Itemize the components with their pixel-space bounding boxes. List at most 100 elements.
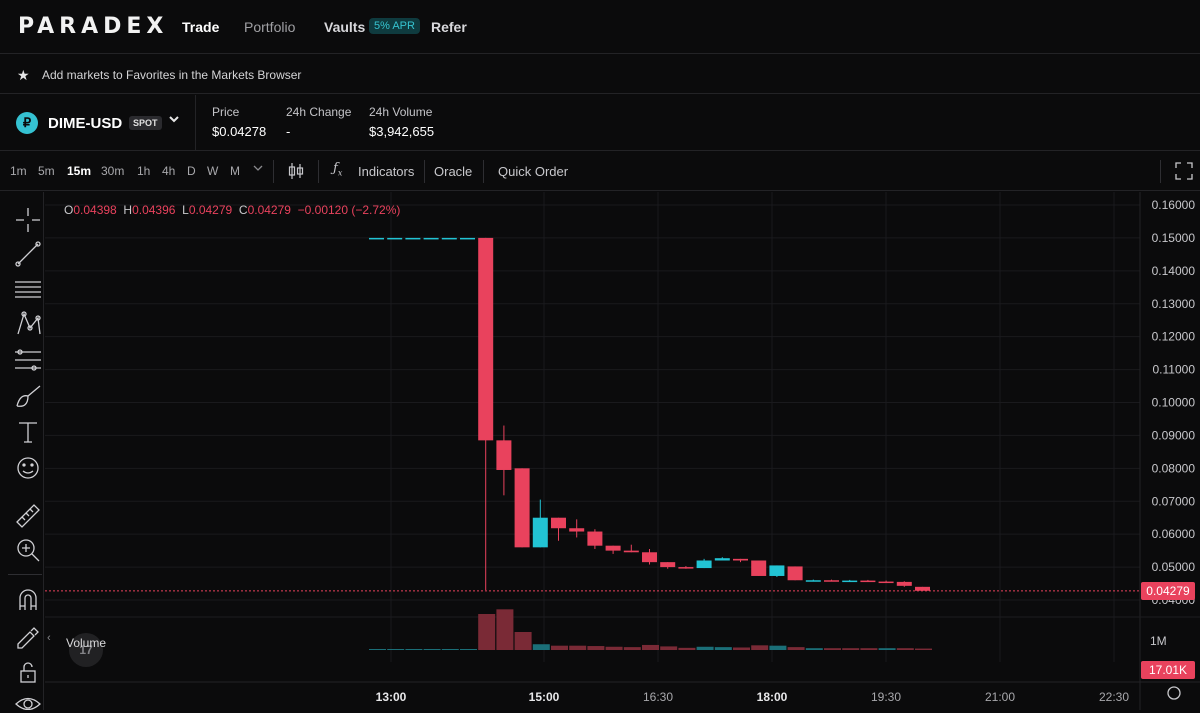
eye-icon[interactable] <box>14 690 42 710</box>
market-header: ₽ DIME-USD SPOT Price $0.04278 24h Chang… <box>0 95 1200 151</box>
price-tick-label: 0.07000 <box>1152 494 1196 508</box>
chart-canvas[interactable]: 0.16000 0.15000 0.14000 0.13000 0.12000 0.110… <box>45 192 1200 710</box>
volume-scale-label: 1M <box>1150 634 1167 648</box>
volume-bar <box>423 649 441 650</box>
time-tick-label: 13:00 <box>376 690 407 704</box>
text-icon[interactable] <box>14 418 42 446</box>
price-label: Price <box>212 105 240 119</box>
paradex-logo[interactable]: PARADEX <box>18 14 169 39</box>
market-type-badge: SPOT <box>129 116 162 130</box>
fx-indicators-icon[interactable]: ƒx <box>333 161 343 178</box>
volume-bar <box>842 648 860 650</box>
collapse-toolbar-icon[interactable]: ‹ <box>47 632 51 644</box>
timeframe-1h[interactable]: 1h <box>137 164 151 178</box>
pattern-icon[interactable] <box>14 310 42 338</box>
price-tick-label: 0.09000 <box>1152 428 1196 442</box>
volume-bar <box>387 649 405 650</box>
candle-body <box>423 237 439 240</box>
price-chart[interactable]: 0.16000 0.15000 0.14000 0.13000 0.12000 0.110… <box>45 192 1200 710</box>
quick-order-button[interactable]: Quick Order <box>498 164 569 179</box>
volume-bar <box>878 648 896 650</box>
chart-settings-icon[interactable] <box>1167 686 1181 700</box>
candlestick-type-icon[interactable] <box>287 161 305 184</box>
divider <box>424 160 425 183</box>
volume-bar <box>733 647 750 650</box>
time-tick-label: 16:30 <box>643 690 673 704</box>
volume-bar <box>824 648 841 650</box>
candle-body <box>878 581 894 584</box>
volume-bar <box>623 647 641 650</box>
volume-bar <box>805 648 823 650</box>
close-value: 0.04279 <box>247 203 291 217</box>
divider <box>195 95 196 151</box>
close-label: C <box>238 203 248 217</box>
candle-body <box>623 550 639 553</box>
candle-body <box>551 517 566 529</box>
chevron-down-icon[interactable] <box>168 113 180 128</box>
timeframe-w[interactable]: W <box>207 164 219 178</box>
candle-body <box>460 237 475 240</box>
price-tick-label: 0.16000 <box>1152 198 1196 212</box>
fullscreen-icon[interactable] <box>1175 162 1193 183</box>
time-tick-label: 22:30 <box>1099 690 1129 704</box>
emoji-icon[interactable] <box>14 454 42 482</box>
timeframe-dropdown-icon[interactable] <box>253 162 263 176</box>
timeframe-d[interactable]: D <box>187 164 196 178</box>
candle-body <box>441 237 457 240</box>
candle-body <box>751 560 767 576</box>
unlock-icon[interactable] <box>14 658 42 686</box>
star-icon[interactable]: ★ <box>17 67 30 83</box>
ruler-icon[interactable] <box>14 502 42 530</box>
volume-bar <box>587 646 605 650</box>
favorites-hint-text: Add markets to Favorites in the Markets … <box>42 68 302 82</box>
volume-bar <box>660 646 678 650</box>
nav-trade[interactable]: Trade <box>182 19 220 35</box>
candle-body <box>587 531 603 546</box>
nav-refer[interactable]: Refer <box>431 19 467 35</box>
brush-icon[interactable] <box>14 382 42 410</box>
oracle-button[interactable]: Oracle <box>434 164 473 179</box>
nav-vaults[interactable]: Vaults <box>324 19 366 35</box>
fib-icon[interactable] <box>14 346 42 374</box>
low-value: 0.04279 <box>188 203 233 217</box>
volume-bar <box>496 609 514 650</box>
trendline-icon[interactable] <box>14 240 42 268</box>
time-tick-label: 19:30 <box>871 690 901 704</box>
tradingview-logo-icon[interactable]: 17 <box>69 633 103 667</box>
timeframe-5m[interactable]: 5m <box>38 164 55 178</box>
ohlc-legend: O0.04398 H0.04396 L0.04279 C0.04279 −0.0… <box>64 203 400 217</box>
volume-bar <box>915 648 932 650</box>
high-label: H <box>123 203 133 217</box>
candle-body <box>714 558 730 561</box>
candle-body <box>478 237 494 441</box>
open-value: 0.04398 <box>73 203 117 217</box>
crosshair-icon[interactable] <box>14 206 42 234</box>
volume-bar <box>569 645 587 650</box>
timeframe-15m[interactable]: 15m <box>67 164 92 178</box>
indicators-button[interactable]: Indicators <box>358 164 415 179</box>
timeframe-m[interactable]: M <box>230 164 240 178</box>
volume-bar <box>696 646 714 650</box>
horizontal-lines-icon[interactable] <box>14 276 42 304</box>
last-volume-tag: 17.01K <box>1141 661 1195 679</box>
high-value: 0.04396 <box>132 203 176 217</box>
nav-portfolio[interactable]: Portfolio <box>244 19 296 35</box>
volume-bar <box>787 647 805 650</box>
volume-bar <box>460 649 477 650</box>
volume-pane-label: Volume <box>66 636 107 650</box>
timeframe-30m[interactable]: 30m <box>101 164 125 178</box>
timeframe-1m[interactable]: 1m <box>10 164 27 178</box>
candle-body <box>824 580 839 582</box>
price-tick-label: 0.15000 <box>1152 231 1196 245</box>
lock-drawing-icon[interactable] <box>14 622 42 650</box>
zoom-in-icon[interactable] <box>14 536 42 564</box>
timeframe-4h[interactable]: 4h <box>162 164 176 178</box>
candle-body <box>387 237 403 240</box>
volume-bar <box>551 645 568 650</box>
volume-label: 24h Volume <box>369 105 433 119</box>
candle-body <box>769 565 785 576</box>
magnet-icon[interactable] <box>14 586 42 614</box>
candle-body <box>605 545 621 551</box>
low-label: L <box>182 203 189 217</box>
market-symbol[interactable]: DIME-USD <box>48 115 123 132</box>
